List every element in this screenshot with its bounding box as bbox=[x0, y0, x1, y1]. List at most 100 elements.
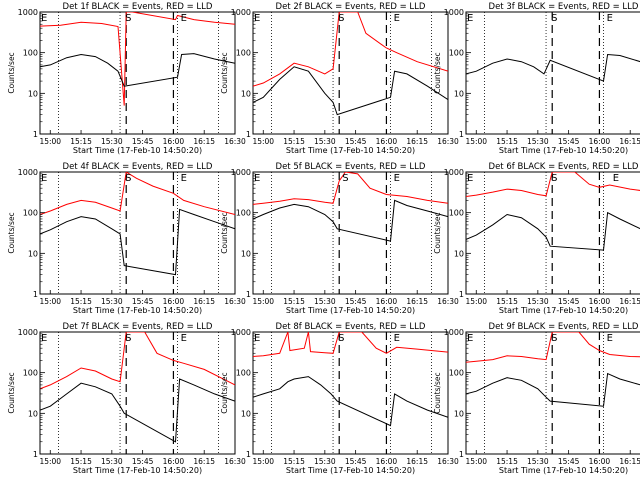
phase-marker: E bbox=[394, 333, 400, 344]
y-axis-label: Counts/sec bbox=[433, 212, 442, 253]
y-tick-label: 10 bbox=[28, 89, 38, 98]
y-tick-label: 1 bbox=[459, 290, 464, 299]
x-tick-label: 15:45 bbox=[345, 137, 367, 146]
series-line-lld bbox=[466, 172, 640, 197]
x-tick-label: 15:15 bbox=[283, 297, 305, 306]
phase-marker: E bbox=[254, 333, 260, 344]
y-tick-label: 1000 bbox=[444, 328, 464, 337]
series-line-lld bbox=[253, 332, 448, 357]
plot-area bbox=[40, 332, 235, 454]
series-line-events bbox=[466, 211, 640, 251]
x-tick-label: 15:30 bbox=[314, 297, 336, 306]
x-tick-label: 15:45 bbox=[132, 137, 154, 146]
plot-area bbox=[253, 332, 448, 454]
y-tick-label: 100 bbox=[23, 209, 38, 218]
y-tick-label: 1000 bbox=[231, 168, 251, 177]
phase-marker: E bbox=[394, 13, 400, 24]
x-tick-label: 16:00 bbox=[163, 457, 185, 466]
y-tick-label: 1000 bbox=[231, 8, 251, 17]
plot-area bbox=[466, 332, 640, 454]
phase-marker: S bbox=[338, 13, 344, 24]
x-tick-label: 16:30 bbox=[224, 297, 246, 306]
x-axis-label: Start Time (17-Feb-10 14:50:20) bbox=[499, 466, 628, 475]
plot-area bbox=[466, 172, 640, 294]
phase-marker: E bbox=[41, 333, 47, 344]
y-axis-label: Counts/sec bbox=[433, 372, 442, 413]
x-tick-label: 15:00 bbox=[465, 137, 487, 146]
phase-marker: E bbox=[41, 13, 47, 24]
y-tick-label: 100 bbox=[449, 369, 464, 378]
x-tick-label: 15:45 bbox=[558, 457, 580, 466]
x-tick-label: 15:30 bbox=[314, 457, 336, 466]
x-tick-label: 15:45 bbox=[345, 457, 367, 466]
x-tick-label: 16:30 bbox=[437, 457, 459, 466]
plot-area bbox=[40, 172, 235, 294]
x-tick-label: 16:30 bbox=[437, 137, 459, 146]
y-tick-label: 10 bbox=[28, 409, 38, 418]
x-tick-label: 15:00 bbox=[252, 137, 274, 146]
x-tick-label: 15:00 bbox=[252, 457, 274, 466]
x-tick-label: 16:15 bbox=[406, 457, 428, 466]
x-tick-label: 15:00 bbox=[465, 297, 487, 306]
phase-marker: E bbox=[467, 173, 473, 184]
y-tick-label: 1 bbox=[246, 450, 251, 459]
panel-title: Det 9f BLACK = Events, RED = LLD bbox=[489, 322, 639, 332]
y-axis-label: Counts/sec bbox=[220, 212, 229, 253]
series-line-lld bbox=[40, 332, 235, 390]
x-tick-label: 15:15 bbox=[283, 457, 305, 466]
plot-area bbox=[253, 172, 448, 294]
x-tick-label: 16:15 bbox=[619, 457, 640, 466]
x-axis-label: Start Time (17-Feb-10 14:50:20) bbox=[499, 306, 628, 315]
series-line-lld bbox=[40, 12, 235, 106]
panel-title: Det 2f BLACK = Events, RED = LLD bbox=[276, 2, 426, 12]
x-tick-label: 16:30 bbox=[224, 137, 246, 146]
series-line-events bbox=[40, 53, 235, 87]
y-tick-label: 10 bbox=[241, 409, 251, 418]
x-tick-label: 16:00 bbox=[589, 457, 611, 466]
series-line-lld bbox=[40, 172, 235, 215]
y-axis-label: Counts/sec bbox=[220, 372, 229, 413]
panel-title: Det 8f BLACK = Events, RED = LLD bbox=[276, 322, 426, 332]
y-tick-label: 100 bbox=[236, 369, 251, 378]
x-tick-label: 16:15 bbox=[619, 297, 640, 306]
panel-title: Det 7f BLACK = Events, RED = LLD bbox=[63, 322, 213, 332]
x-axis-label: Start Time (17-Feb-10 14:50:20) bbox=[286, 306, 415, 315]
series-line-events bbox=[253, 376, 448, 427]
x-axis-label: Start Time (17-Feb-10 14:50:20) bbox=[499, 146, 628, 155]
y-tick-label: 1000 bbox=[444, 8, 464, 17]
phase-marker: E bbox=[254, 173, 260, 184]
phase-marker: S bbox=[551, 13, 557, 24]
x-tick-label: 16:30 bbox=[437, 297, 459, 306]
y-tick-label: 10 bbox=[28, 249, 38, 258]
series-line-events bbox=[253, 199, 448, 242]
x-tick-label: 16:15 bbox=[619, 137, 640, 146]
y-tick-label: 10 bbox=[241, 89, 251, 98]
x-tick-label: 15:15 bbox=[496, 297, 518, 306]
plot-frame bbox=[252, 11, 449, 135]
y-tick-label: 10 bbox=[454, 89, 464, 98]
plot-frame bbox=[465, 11, 640, 135]
x-tick-label: 15:00 bbox=[465, 457, 487, 466]
phase-marker: S bbox=[342, 173, 348, 184]
x-tick-label: 15:15 bbox=[283, 137, 305, 146]
plot-frame bbox=[39, 11, 236, 135]
y-axis-label: Counts/sec bbox=[7, 372, 16, 413]
series-line-lld bbox=[253, 172, 448, 205]
x-tick-label: 15:45 bbox=[558, 137, 580, 146]
panel-title: Det 5f BLACK = Events, RED = LLD bbox=[276, 162, 426, 172]
phase-marker: S bbox=[338, 333, 344, 344]
plot-area bbox=[40, 12, 235, 134]
plot-frame bbox=[39, 331, 236, 455]
y-tick-label: 10 bbox=[241, 249, 251, 258]
x-tick-label: 15:30 bbox=[314, 137, 336, 146]
x-tick-label: 15:00 bbox=[252, 297, 274, 306]
phase-marker: E bbox=[613, 173, 619, 184]
y-tick-label: 1 bbox=[246, 130, 251, 139]
